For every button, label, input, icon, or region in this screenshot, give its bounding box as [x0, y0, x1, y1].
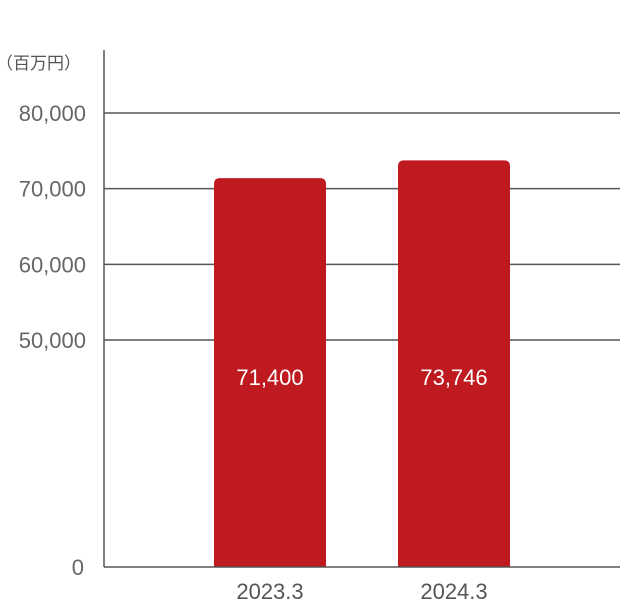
bar-value-label: 71,400 [236, 365, 303, 390]
bar [398, 160, 510, 567]
y-tick-label: 50,000 [19, 328, 86, 353]
x-tick-label: 2023.3 [236, 579, 303, 602]
bar-value-label: 73,746 [420, 365, 487, 390]
x-tick-label: 2024.3 [420, 579, 487, 602]
y-unit-label: （百万円） [0, 54, 81, 74]
axes [103, 50, 620, 568]
y-tick-label: 0 [72, 555, 84, 580]
y-tick-label: 60,000 [19, 252, 86, 277]
bar [214, 178, 326, 567]
gridlines [104, 112, 620, 341]
bars [214, 160, 510, 567]
labels: （百万円） 0 50,000 60,000 70,000 80,000 71,400 202… [0, 54, 488, 602]
y-tick-label: 80,000 [19, 101, 86, 126]
y-tick-label: 70,000 [19, 177, 86, 202]
